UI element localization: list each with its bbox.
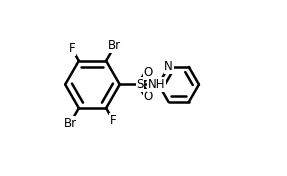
Text: F: F xyxy=(110,114,117,127)
Text: N: N xyxy=(164,60,173,73)
Text: S: S xyxy=(136,78,144,91)
Text: O: O xyxy=(143,66,152,79)
Text: Br: Br xyxy=(63,117,77,130)
Text: NH: NH xyxy=(148,78,165,91)
Text: F: F xyxy=(69,42,75,55)
Text: O: O xyxy=(143,90,152,103)
Text: Br: Br xyxy=(108,39,121,52)
